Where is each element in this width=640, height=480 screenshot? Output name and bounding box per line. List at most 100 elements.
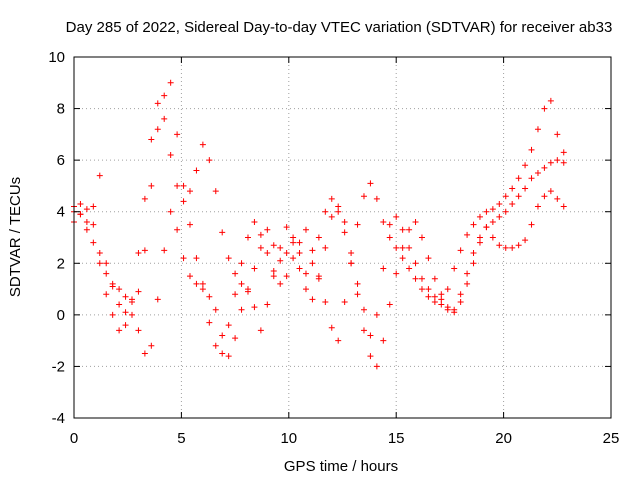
data-point	[296, 249, 303, 256]
data-point	[283, 273, 290, 280]
data-point	[373, 363, 380, 370]
x-tick-label: 5	[177, 430, 185, 447]
data-point	[451, 309, 458, 316]
x-tick-label: 25	[603, 430, 620, 447]
data-point	[206, 157, 213, 164]
data-point	[412, 260, 419, 267]
data-point	[528, 146, 535, 153]
series-1	[71, 79, 567, 357]
plot-frame	[73, 56, 612, 419]
data-point	[547, 159, 554, 166]
data-point	[180, 198, 187, 205]
data-point	[386, 221, 393, 228]
data-point	[425, 255, 432, 262]
data-point	[193, 280, 200, 287]
data-point	[547, 97, 554, 104]
data-point	[322, 244, 329, 251]
data-point	[290, 239, 297, 246]
data-point	[406, 265, 413, 272]
data-point	[141, 247, 148, 254]
data-point	[354, 280, 361, 287]
data-point	[489, 206, 496, 213]
data-point	[277, 280, 284, 287]
data-point	[270, 273, 277, 280]
data-point	[483, 208, 490, 215]
data-point	[418, 286, 425, 293]
data-point	[489, 234, 496, 241]
data-point	[412, 275, 419, 282]
data-point	[251, 304, 258, 311]
data-points	[71, 79, 567, 370]
data-point	[554, 195, 561, 202]
data-point	[167, 151, 174, 158]
data-point	[335, 203, 342, 210]
data-point	[515, 193, 522, 200]
data-point	[167, 79, 174, 86]
y-tick-label: 0	[57, 307, 65, 324]
y-tick-label: 2	[57, 255, 65, 272]
y-tick-label: 10	[48, 49, 65, 66]
data-point	[509, 185, 516, 192]
data-point	[309, 296, 316, 303]
data-point	[399, 244, 406, 251]
y-tick-label: -4	[52, 410, 65, 427]
data-point	[212, 188, 219, 195]
data-point	[431, 275, 438, 282]
data-point	[174, 226, 181, 233]
data-point	[122, 293, 129, 300]
data-point	[541, 164, 548, 171]
data-point	[457, 247, 464, 254]
data-point	[77, 211, 84, 218]
data-point	[199, 280, 206, 287]
data-point	[341, 229, 348, 236]
data-point	[354, 291, 361, 298]
data-point	[283, 224, 290, 231]
data-point	[464, 280, 471, 287]
data-point	[367, 332, 374, 339]
data-point	[496, 200, 503, 207]
data-point	[515, 242, 522, 249]
data-point	[438, 296, 445, 303]
data-point	[464, 231, 471, 238]
data-point	[386, 234, 393, 241]
data-point	[554, 157, 561, 164]
data-point	[264, 301, 271, 308]
data-point	[251, 219, 258, 226]
data-point	[90, 203, 97, 210]
data-point	[386, 301, 393, 308]
x-tick-label: 10	[280, 430, 297, 447]
data-point	[109, 311, 116, 318]
y-tick-label: 8	[57, 101, 65, 118]
data-point	[380, 219, 387, 226]
data-point	[425, 293, 432, 300]
data-point	[103, 291, 110, 298]
data-point	[302, 270, 309, 277]
data-point	[290, 234, 297, 241]
data-point	[399, 226, 406, 233]
data-point	[135, 288, 142, 295]
data-point	[257, 244, 264, 251]
data-point	[393, 244, 400, 251]
data-point	[244, 234, 251, 241]
y-tick-label: 6	[57, 152, 65, 169]
data-point	[296, 265, 303, 272]
data-point	[193, 255, 200, 262]
data-point	[264, 226, 271, 233]
data-point	[257, 327, 264, 334]
data-point	[476, 234, 483, 241]
data-point	[122, 309, 129, 316]
data-point	[438, 291, 445, 298]
data-point	[180, 255, 187, 262]
data-point	[489, 219, 496, 226]
data-point	[161, 92, 168, 99]
data-point	[206, 293, 213, 300]
data-point	[328, 195, 335, 202]
data-point	[128, 296, 135, 303]
data-point	[496, 242, 503, 249]
data-point	[367, 353, 374, 360]
data-point	[277, 257, 284, 264]
data-point	[373, 311, 380, 318]
data-point	[174, 182, 181, 189]
data-point	[502, 193, 509, 200]
data-point	[476, 213, 483, 220]
